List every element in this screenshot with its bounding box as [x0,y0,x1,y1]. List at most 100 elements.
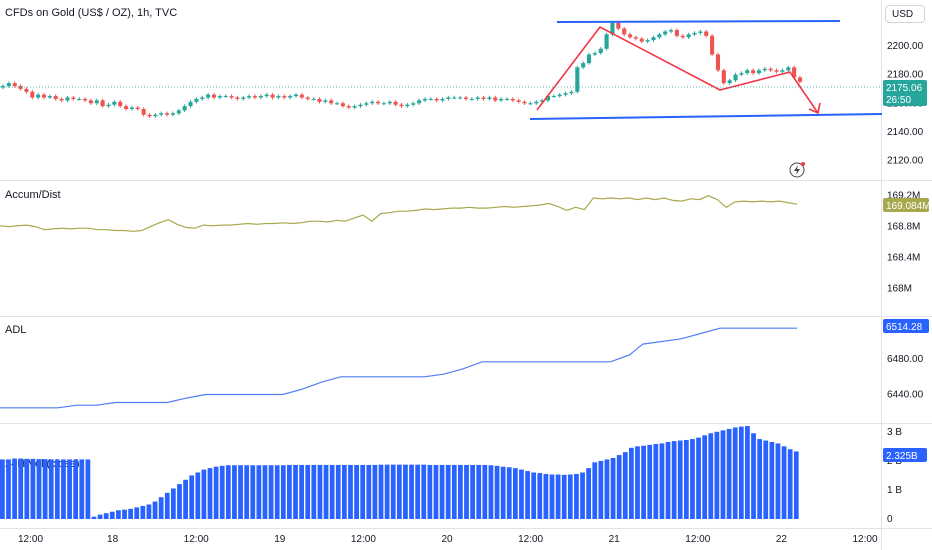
candle [370,100,375,105]
candle [170,111,175,117]
vol-bar [451,464,457,520]
candle [141,107,146,117]
candle [346,104,351,110]
candle [786,65,791,72]
vol-bar [622,452,628,519]
candle [229,94,234,100]
candle [53,94,58,101]
vol-bar [494,465,500,519]
adl-badge: 6514.28 [883,319,929,333]
vol-badge-value: 2.325B [886,451,918,462]
candle [592,51,597,57]
candle [118,100,123,108]
accum-tick-label: 168.8M [887,222,920,233]
candle [334,101,340,105]
vol-bar [232,465,237,520]
vol-bar [751,433,756,519]
candle [680,34,685,39]
vol-bar [378,464,384,520]
vol-bar [726,428,732,519]
vol-bar [164,492,170,520]
adl-tick-label: 6440.00 [887,390,924,401]
adl-line [0,327,797,409]
vol-bar [280,465,286,520]
candle [475,95,480,101]
vol-tick-label: 0 [887,514,893,525]
bottom-trendline[interactable] [529,113,883,120]
candle [323,98,328,104]
vol-bar [708,433,714,519]
candle [557,92,562,98]
candle [399,102,404,108]
vol-bar [787,449,793,519]
candle [311,97,316,101]
candle [77,97,82,101]
candle [340,101,345,108]
vol-bar [207,468,213,520]
candle [417,98,422,105]
vol-bar [18,458,24,519]
vol-bar [396,464,402,520]
candle [200,95,205,101]
vol-bar [458,464,463,520]
vol-bar [311,464,317,520]
candle [352,104,357,110]
candle [376,100,381,105]
candle [774,68,779,74]
vol-bar [641,445,646,520]
candle [88,98,93,105]
price-badge: 2175.06 26:50 [883,80,927,106]
adl-title: ADL [5,324,26,336]
vol-bar [109,511,115,520]
vol-bar [525,471,530,519]
candle [317,97,322,104]
vol-bar [464,464,469,520]
vol-bar [445,464,451,520]
vol-bar [567,474,573,520]
candle [276,94,281,100]
vol-bar [42,459,48,520]
vol-tick-label: 1 B [887,485,902,496]
vol-bar [415,464,421,520]
candle [422,97,427,103]
top-trendline[interactable] [556,20,841,23]
vol-bar [48,459,54,520]
candle [381,101,386,105]
vol-bar [122,509,127,519]
candle [645,38,650,44]
vol-bar [647,444,653,520]
candle [270,92,275,100]
candles-group [0,21,803,118]
vol-bar [714,431,720,520]
time-tick-label: 21 [609,534,621,545]
time-tick-label: 18 [107,534,119,545]
candle [469,97,474,101]
adl-badge-value: 6514.28 [886,322,923,333]
candle [733,72,738,83]
price-path-drawing[interactable] [536,25,819,114]
vol-bar [433,464,439,520]
lightning-icon[interactable] [789,162,805,178]
candle [112,100,117,107]
vol-bar [745,426,750,519]
candle [452,95,457,100]
candle [299,92,304,100]
candle [569,90,574,95]
candle [364,101,369,107]
adl-axis: 6480.00 6440.00 [887,354,924,400]
vol-bar [323,464,329,520]
vol-bar [561,474,567,520]
vol-bar [757,439,763,519]
drawings-group[interactable] [529,20,883,120]
vol-bar [610,457,616,519]
currency-button[interactable]: USD [885,5,925,23]
candle [252,94,258,100]
vol-bar [238,465,243,520]
candle [715,52,721,72]
vol-bar [580,472,585,519]
candle [147,113,152,118]
candle [528,101,533,105]
vol-bar [354,464,359,520]
